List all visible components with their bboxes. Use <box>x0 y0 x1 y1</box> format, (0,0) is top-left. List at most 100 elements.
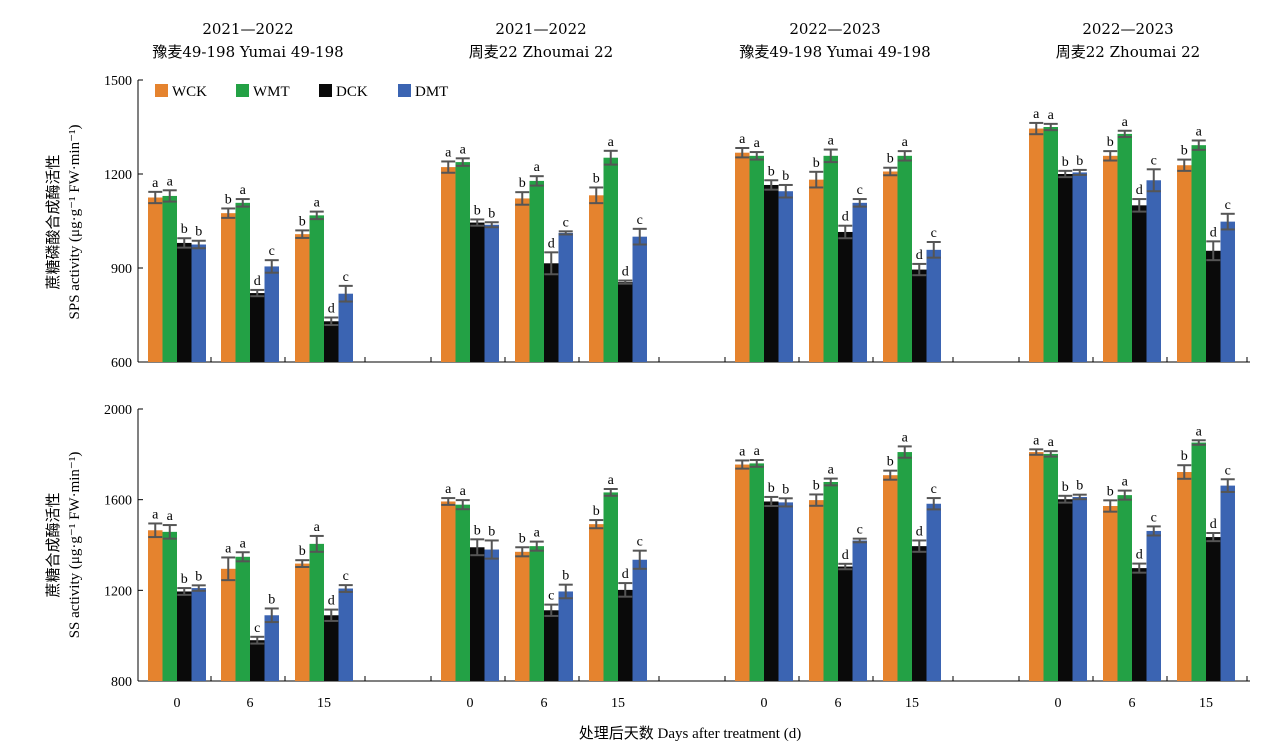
sps-bar-wck-p2-d15-letter: b <box>593 171 600 186</box>
ss-bar-wck-p4-d0 <box>1029 452 1044 681</box>
sps-y-tick-label-1: 900 <box>111 262 132 277</box>
sps-ylabel-line1: 蔗糖磷酸合成酶活性 <box>45 154 62 289</box>
sps-bar-dmt-p1-d0 <box>191 244 206 362</box>
ss-y-tick-label-1: 1200 <box>104 584 132 599</box>
sps-bar-wck-p3-d0-letter: a <box>739 132 746 147</box>
sps-bar-wck-p4-d0-letter: a <box>1033 107 1040 122</box>
ss-bar-wck-p4-d6 <box>1103 506 1118 681</box>
x-tick-label-p4-d15: 15 <box>1199 696 1213 711</box>
sps-bar-wmt-p4-d6 <box>1117 133 1132 362</box>
sps-bar-dck-p3-d15-letter: d <box>916 248 923 263</box>
sps-bar-dmt-p4-d0 <box>1072 172 1087 362</box>
ss-bar-wck-p2-d15 <box>589 524 604 681</box>
sps-bar-dck-p3-d0 <box>764 184 779 362</box>
ss-bar-dmt-p3-d15 <box>926 503 941 681</box>
sps-bar-dck-p4-d0 <box>1058 174 1073 362</box>
ss-bar-dck-p2-d6 <box>544 610 559 681</box>
sps-bar-wck-p1-d6 <box>221 213 236 362</box>
ss-bar-dmt-p1-d15 <box>338 588 353 681</box>
ss-bar-dck-p1-d0 <box>177 591 192 681</box>
ss-bar-dmt-p3-d0-letter: b <box>782 482 789 497</box>
x-axis-label: 处理后天数 Days after treatment (d) <box>579 725 801 742</box>
ss-bar-wmt-p1-d6-letter: a <box>240 536 247 551</box>
sps-bar-dck-p2-d15 <box>618 282 633 362</box>
sps-bar-dmt-p2-d15 <box>632 236 647 362</box>
sps-bar-wmt-p2-d6-letter: a <box>534 160 541 175</box>
sps-bar-dck-p2-d0-letter: b <box>474 203 481 218</box>
ss-bar-dck-p2-d6-letter: c <box>548 589 554 604</box>
ss-bar-wmt-p4-d15 <box>1191 442 1206 681</box>
legend-label-dck: DCK <box>336 84 368 100</box>
legend: WCK WMT DCK DMT <box>155 84 448 100</box>
ss-bar-dck-p2-d15-letter: d <box>622 567 629 582</box>
sps-bar-wck-p2-d0 <box>441 167 456 362</box>
sps-bar-dmt-p1-d15 <box>338 293 353 362</box>
ss-bar-dmt-p4-d0-letter: b <box>1076 479 1083 494</box>
sps-bar-dck-p1-d0-letter: b <box>181 222 188 237</box>
ss-bar-wck-p3-d0-letter: a <box>739 444 746 459</box>
sps-bar-dck-p4-d6 <box>1132 205 1147 362</box>
sps-bar-wmt-p1-d15 <box>309 215 324 362</box>
ss-bar-dmt-p3-d6-letter: c <box>857 523 863 538</box>
x-tick-label-p4-d0: 0 <box>1055 696 1062 711</box>
ss-bar-dmt-p4-d6-letter: c <box>1151 510 1157 525</box>
ss-bar-dck-p4-d15-letter: d <box>1210 517 1217 532</box>
ss-bar-dmt-p1-d0 <box>191 588 206 681</box>
ss-bar-wmt-p1-d0 <box>162 531 177 681</box>
sps-bar-wmt-p3-d6-letter: a <box>828 134 835 149</box>
legend-swatch-wck <box>155 84 168 97</box>
sps-bar-dck-p4-d15 <box>1206 250 1221 362</box>
ss-bar-dmt-p2-d15-letter: c <box>637 535 643 550</box>
ss-bar-wmt-p3-d15 <box>897 452 912 681</box>
sps-bar-dck-p1-d0 <box>177 242 192 362</box>
ss-bar-dmt-p2-d0 <box>484 549 499 681</box>
legend-swatch-dmt <box>398 84 411 97</box>
ss-bar-dmt-p3-d15-letter: c <box>931 482 937 497</box>
sps-bar-wmt-p4-d15-letter: a <box>1196 124 1203 139</box>
sps-bar-dck-p4-d15-letter: d <box>1210 225 1217 240</box>
ss-bar-dmt-p1-d15-letter: c <box>343 569 349 584</box>
sps-bar-dck-p2-d0 <box>470 222 485 362</box>
sps-bar-dmt-p4-d6 <box>1146 180 1161 362</box>
ss-bar-wmt-p2-d0-letter: a <box>460 484 467 499</box>
ss-bar-wck-p3-d6 <box>809 500 824 681</box>
ss-bar-wck-p4-d0-letter: a <box>1033 433 1040 448</box>
sps-bar-wck-p2-d0-letter: a <box>445 145 452 160</box>
sps-bar-dmt-p3-d0-letter: b <box>782 169 789 184</box>
sps-bar-wck-p1-d15 <box>295 234 310 362</box>
x-tick-label-p3-d15: 15 <box>905 696 919 711</box>
sps-bar-dck-p3-d15 <box>912 269 927 362</box>
sps-bar-dmt-p2-d0-letter: b <box>488 206 495 221</box>
x-tick-label-p1-d15: 15 <box>317 696 331 711</box>
ss-bar-dmt-p4-d6 <box>1146 530 1161 681</box>
ss-bar-dck-p4-d0 <box>1058 499 1073 681</box>
ss-bar-wck-p1-d15-letter: b <box>299 544 306 559</box>
x-tick-label-p3-d6: 6 <box>835 696 842 711</box>
sps-bar-dmt-p4-d15 <box>1220 221 1235 362</box>
ss-bar-dck-p3-d0 <box>764 501 779 681</box>
ss-bar-wmt-p3-d0-letter: a <box>754 444 761 459</box>
sps-bar-wck-p4-d15-letter: b <box>1181 144 1188 159</box>
ss-bar-dck-p1-d15 <box>324 615 339 681</box>
sps-bar-dmt-p1-d6 <box>264 266 279 362</box>
ss-bar-wmt-p4-d0-letter: a <box>1048 435 1055 450</box>
sps-bar-wck-p2-d6-letter: b <box>519 176 526 191</box>
sps-bar-dck-p1-d6-letter: d <box>254 274 261 289</box>
ss-bar-dck-p4-d0-letter: b <box>1062 480 1069 495</box>
ss-ylabel-line1: 蔗糖合成酶活性 <box>45 492 62 597</box>
sps-bar-wmt-p4-d6-letter: a <box>1122 115 1129 130</box>
ss-bar-wck-p1-d6-letter: a <box>225 541 232 556</box>
ss-bar-wmt-p2-d0 <box>455 504 470 681</box>
ss-bar-wmt-p2-d15-letter: a <box>608 473 615 488</box>
sps-bar-dmt-p4-d0-letter: b <box>1076 154 1083 169</box>
ss-bar-dck-p4-d6-letter: d <box>1136 548 1143 563</box>
sps-bar-wck-p4-d0 <box>1029 128 1044 362</box>
legend-label-wmt: WMT <box>253 84 290 100</box>
panel-title-3-line1: 2022—2023 <box>789 20 880 38</box>
sps-y-axis-label: 蔗糖磷酸合成酶活性 SPS activity (μg·g⁻¹ FW·min⁻¹) <box>45 125 83 320</box>
sps-bar-wmt-p2-d0-letter: a <box>460 142 467 157</box>
sps-ylabel-line2: SPS activity (μg·g⁻¹ FW·min⁻¹) <box>67 125 83 320</box>
x-tick-label-p2-d15: 15 <box>611 696 625 711</box>
ss-bar-wmt-p3-d15-letter: a <box>902 430 909 445</box>
sps-bar-wmt-p3-d6 <box>823 155 838 362</box>
